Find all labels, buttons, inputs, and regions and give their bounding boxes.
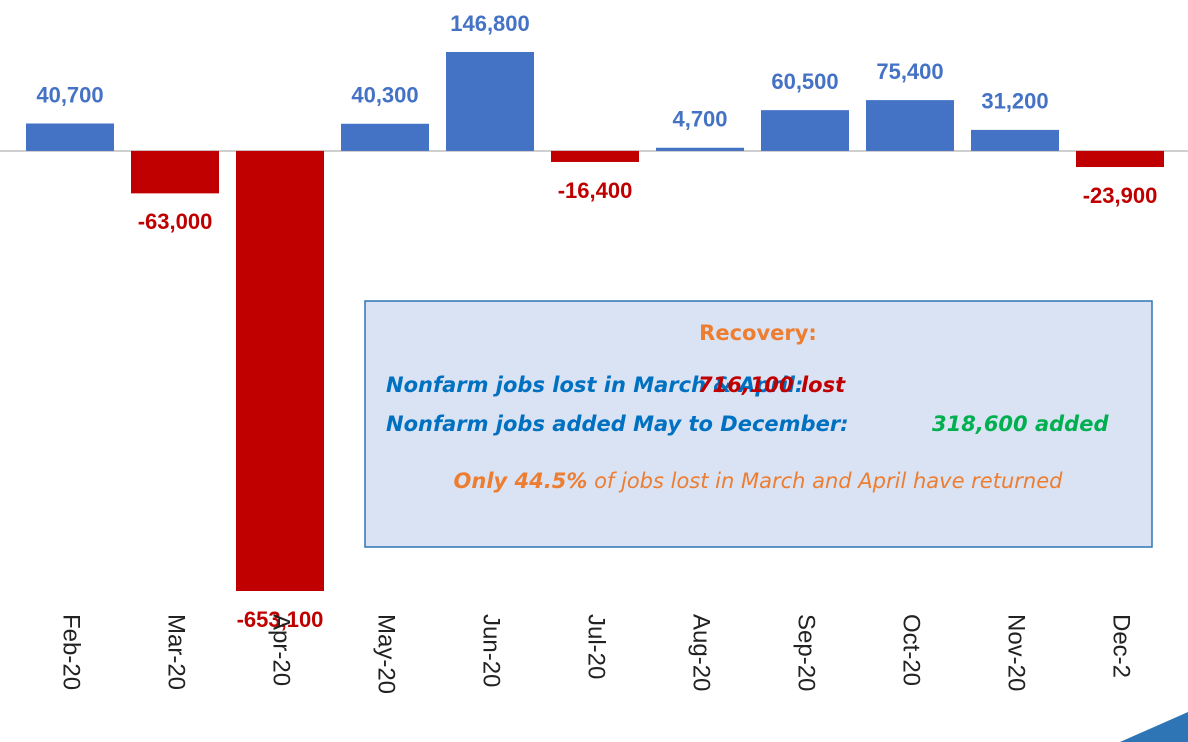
- value-label: 40,700: [36, 82, 103, 107]
- x-tick-label: Feb-20: [58, 614, 85, 690]
- x-tick-label: Aug-20: [688, 614, 715, 691]
- value-label: -63,000: [138, 209, 213, 234]
- bar: [761, 110, 849, 151]
- x-tick-label: Mar-20: [163, 614, 190, 690]
- bar: [131, 150, 219, 194]
- annotation-label: Nonfarm jobs lost in March & April:: [386, 373, 803, 397]
- annotation-line: Nonfarm jobs lost in March & April: 716,…: [386, 373, 846, 397]
- annotation-note: Only 44.5% of jobs lost in March and Apr…: [454, 469, 1064, 493]
- bar: [656, 147, 744, 151]
- value-label: -653,100: [237, 607, 324, 632]
- value-label: 60,500: [771, 69, 838, 94]
- annotation-value: 716,100 lost: [698, 373, 846, 397]
- annotation-label: Nonfarm jobs added May to December:: [386, 412, 849, 436]
- x-tick-label: May-20: [373, 614, 400, 694]
- value-label: 40,300: [351, 83, 418, 108]
- annotation-emphasis: Only 44.5%: [454, 469, 588, 493]
- value-label: 146,800: [450, 11, 530, 36]
- annotation-value: 318,600 added: [932, 412, 1109, 436]
- value-label: 75,400: [876, 59, 943, 84]
- value-label: -16,400: [558, 178, 633, 203]
- bar: [446, 52, 534, 151]
- bar: [341, 123, 429, 151]
- value-label: 4,700: [672, 107, 727, 132]
- x-tick-label: Nov-20: [1003, 614, 1030, 691]
- bar: [1076, 150, 1164, 168]
- x-tick-label: Jun-20: [478, 614, 505, 687]
- annotation-box: [364, 300, 1153, 548]
- x-tick-label: Jul-20: [583, 614, 610, 679]
- bar: [971, 129, 1059, 151]
- value-label: -23,900: [1083, 183, 1158, 208]
- x-tick-label: Oct-20: [898, 614, 925, 686]
- annotation-line: Nonfarm jobs added May to December: 318,…: [386, 412, 1109, 436]
- bar: [236, 150, 324, 591]
- x-tick-label: Dec-2: [1108, 614, 1135, 678]
- annotation-text: of jobs lost in March and April have ret…: [587, 469, 1063, 493]
- annotation-title: Recovery:: [699, 321, 817, 345]
- value-label: 31,200: [981, 89, 1048, 114]
- x-tick-label: Apr-20: [268, 614, 295, 686]
- bar: [551, 150, 639, 162]
- corner-decoration: [1120, 712, 1188, 742]
- x-tick-label: Sep-20: [793, 614, 820, 691]
- bar: [866, 100, 954, 151]
- bar: [26, 123, 114, 151]
